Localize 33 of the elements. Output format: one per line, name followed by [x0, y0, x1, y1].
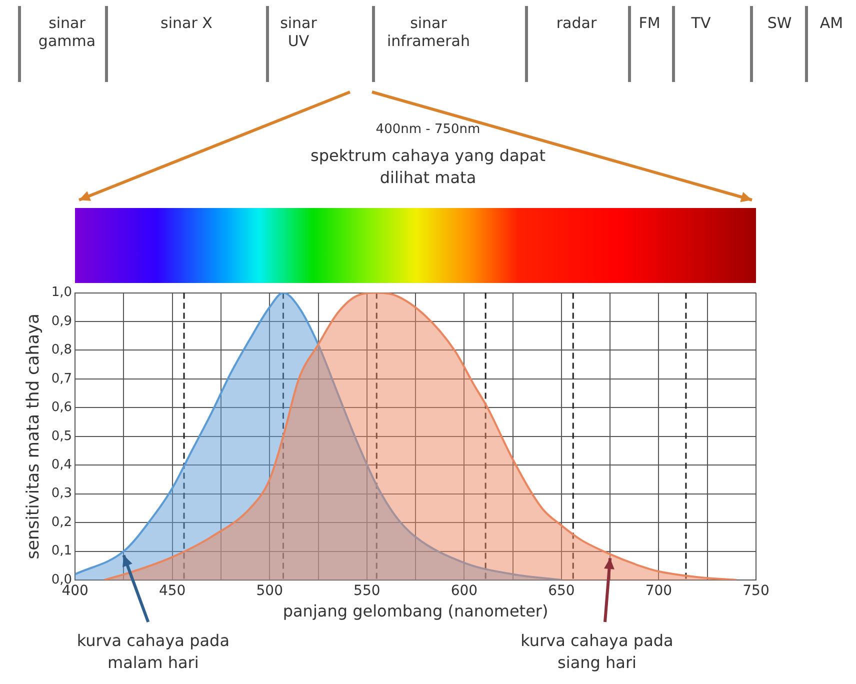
y-tick-label: 0,7	[51, 371, 72, 386]
x-tick-label: 400	[62, 583, 88, 600]
x-tick-label: 700	[645, 583, 672, 600]
x-axis-title: panjang gelombang (nanometer)	[282, 602, 548, 621]
x-tick-label: 650	[548, 583, 575, 600]
y-tick-label: 0,9	[51, 314, 72, 329]
y-tick-label: 1,0	[51, 285, 72, 300]
y-tick-label: 0,4	[51, 457, 72, 472]
y-tick-label: 0,3	[51, 486, 72, 502]
text: kurva cahaya pada siang hari	[520, 630, 674, 674]
x-tick-label: 450	[158, 583, 186, 600]
text: AM	[805, 6, 855, 82]
x-tick-label: 750	[742, 583, 770, 600]
y-axis-title: sensitivitas mata thd cahaya	[24, 314, 44, 560]
x-tick-label: 500	[256, 583, 283, 600]
chart-subtitle: 400nm - 750nm	[374, 122, 482, 137]
y-tick-label: 0,6	[51, 400, 72, 416]
y-tick-label: 0,2	[51, 514, 72, 530]
text: sinar X	[105, 6, 265, 82]
text: sinar inframerah	[372, 6, 482, 82]
y-tick-label: 0,1	[51, 544, 72, 559]
text: kurva cahaya pada malam hari	[76, 630, 230, 674]
x-tick-label: 600	[450, 583, 478, 600]
text: radar	[525, 6, 625, 82]
text: FM	[628, 6, 668, 82]
y-tick-label: 0,8	[51, 342, 72, 358]
text: SW	[750, 6, 806, 82]
y-tick-label: 0,5	[51, 428, 72, 444]
text: TV	[672, 6, 727, 82]
chart-title: spektrum cahaya yang dapat dilihat mata	[309, 145, 547, 189]
x-tick-label: 550	[354, 583, 380, 600]
text: sinar gamma	[18, 6, 113, 82]
text: sinar UV	[266, 6, 328, 82]
